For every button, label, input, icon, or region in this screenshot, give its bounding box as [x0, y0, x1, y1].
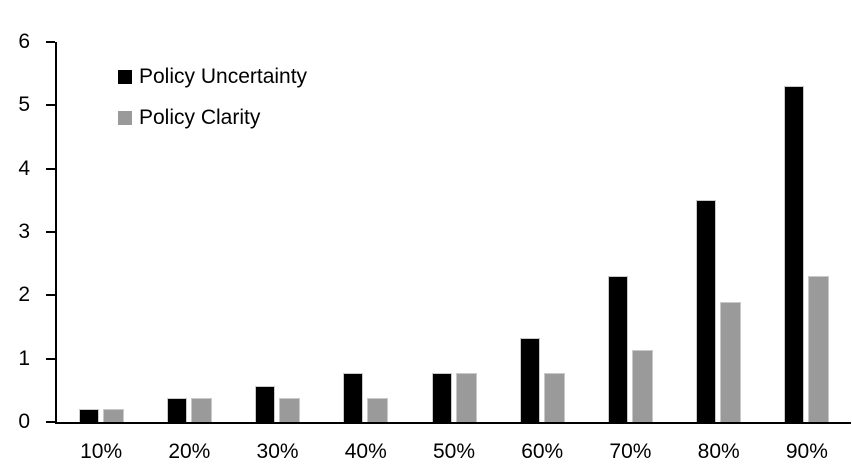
y-tick-label-0: 0: [18, 410, 30, 433]
bar-policy-clarity-50%: [455, 373, 477, 422]
bar-policy-uncertainty-20%: [166, 397, 187, 422]
bar-policy-clarity-90%: [808, 276, 830, 422]
bar-policy-uncertainty-10%: [78, 409, 99, 422]
x-tick-label-20%: 20%: [168, 440, 211, 463]
plot-area: [55, 42, 851, 424]
y-tick-mark-6: [46, 41, 55, 43]
x-tick-label-70%: 70%: [609, 440, 652, 463]
x-tick-label-40%: 40%: [344, 440, 387, 463]
bar-policy-clarity-80%: [720, 301, 742, 422]
x-tick-label-80%: 80%: [697, 440, 740, 463]
bar-policy-uncertainty-30%: [255, 385, 276, 422]
y-tick-mark-2: [46, 294, 55, 297]
bar-policy-uncertainty-40%: [343, 373, 364, 422]
legend-label-policy-clarity: Policy Clarity: [139, 106, 261, 129]
y-tick-mark-4: [46, 167, 55, 170]
y-tick-label-6: 6: [18, 30, 30, 53]
y-tick-label-3: 3: [18, 220, 30, 243]
bar-policy-clarity-60%: [543, 373, 565, 422]
bar-policy-uncertainty-80%: [696, 200, 717, 422]
legend-item-policy-clarity: Policy Clarity: [118, 105, 307, 131]
bar-policy-clarity-20%: [190, 397, 212, 422]
legend: Policy Uncertainty Policy Clarity: [118, 64, 307, 146]
y-tick-label-1: 1: [18, 346, 30, 370]
bar-policy-clarity-40%: [367, 397, 389, 422]
bar-policy-uncertainty-70%: [607, 276, 628, 422]
y-tick-mark-5: [46, 104, 55, 107]
y-tick-label-4: 4: [18, 156, 30, 180]
x-tick-label-60%: 60%: [521, 440, 564, 463]
x-tick-label-30%: 30%: [256, 440, 299, 463]
y-tick-label-2: 2: [18, 283, 30, 307]
legend-item-policy-uncertainty: Policy Uncertainty: [118, 64, 307, 90]
legend-label-policy-uncertainty: Policy Uncertainty: [139, 65, 308, 88]
y-tick-mark-3: [46, 231, 55, 233]
bar-policy-uncertainty-50%: [431, 372, 452, 422]
y-tick-mark-0: [46, 421, 55, 423]
bar-policy-uncertainty-60%: [519, 337, 540, 422]
bar-policy-clarity-10%: [102, 409, 124, 422]
bar-policy-clarity-70%: [631, 349, 653, 422]
x-tick-label-10%: 10%: [80, 440, 123, 463]
y-tick-mark-1: [46, 357, 55, 360]
legend-swatch-policy-uncertainty: [118, 70, 132, 84]
bar-policy-clarity-30%: [279, 397, 301, 422]
x-tick-label-90%: 90%: [785, 440, 828, 463]
legend-swatch-policy-clarity: [118, 111, 132, 125]
y-tick-label-5: 5: [18, 93, 30, 117]
bar-policy-uncertainty-90%: [784, 86, 805, 422]
x-tick-label-50%: 50%: [432, 440, 476, 463]
